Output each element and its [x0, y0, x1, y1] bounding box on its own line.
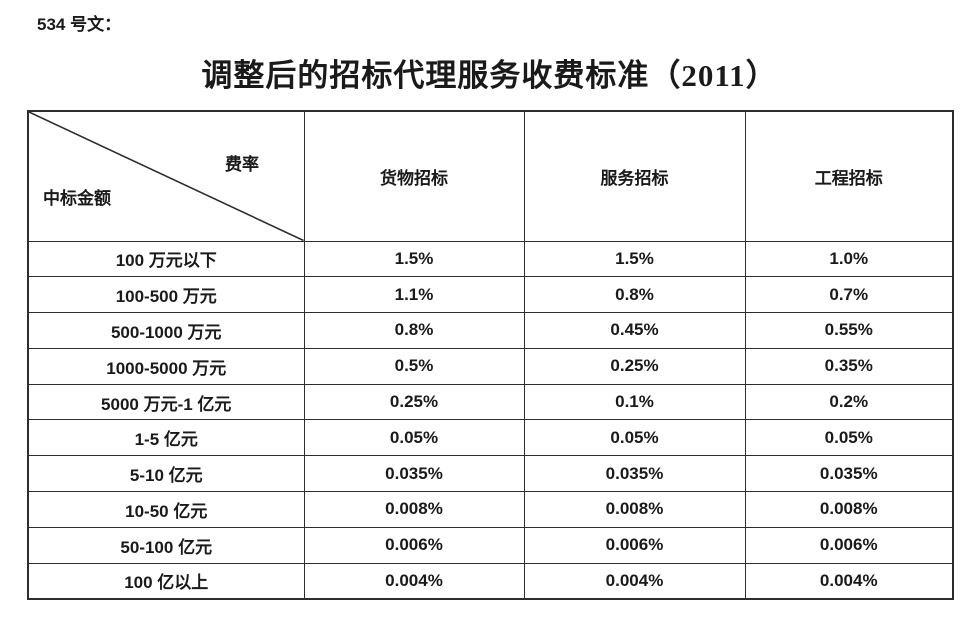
fee-value-cell: 0.035%	[744, 455, 954, 493]
fee-value-cell: 0.25%	[523, 347, 746, 385]
table-row: 5000 万元-1 亿元 0.25% 0.1% 0.2%	[27, 383, 954, 421]
row-label-cell: 5-10 亿元	[27, 455, 305, 493]
diagonal-divider-line	[29, 112, 304, 241]
fee-value-cell: 1.1%	[303, 276, 525, 314]
fee-value-cell: 0.35%	[744, 347, 954, 385]
row-label-cell: 500-1000 万元	[27, 312, 305, 349]
fee-value-cell: 0.006%	[303, 526, 525, 564]
table-row: 5-10 亿元 0.035% 0.035% 0.035%	[27, 455, 954, 493]
fee-value-cell: 0.45%	[523, 312, 746, 349]
fee-value-cell: 1.5%	[303, 240, 525, 278]
fee-value-cell: 0.004%	[303, 562, 525, 600]
fee-value-cell: 0.035%	[523, 455, 746, 493]
row-label-cell: 1-5 亿元	[27, 419, 305, 457]
table-row: 1000-5000 万元 0.5% 0.25% 0.35%	[27, 347, 954, 385]
row-label-cell: 1000-5000 万元	[27, 347, 305, 385]
corner-header-cell: 费率 中标金额	[27, 110, 305, 242]
table-row: 10-50 亿元 0.008% 0.008% 0.008%	[27, 491, 954, 528]
table-row: 100-500 万元 1.1% 0.8% 0.7%	[27, 276, 954, 314]
fee-value-cell: 0.008%	[303, 491, 525, 528]
page-title: 调整后的招标代理服务收费标准（2011）	[201, 58, 778, 93]
row-label-cell: 100 万元以下	[27, 240, 305, 278]
fee-value-cell: 0.006%	[523, 526, 746, 564]
fee-value-cell: 0.008%	[523, 491, 746, 528]
table-row: 100 亿以上 0.004% 0.004% 0.004%	[27, 562, 954, 600]
fee-value-cell: 1.5%	[523, 240, 746, 278]
fee-value-cell: 0.7%	[744, 276, 954, 314]
header-row: 费率 中标金额 货物招标 服务招标 工程招标	[27, 110, 954, 242]
fee-table-body: 100 万元以下 1.5% 1.5% 1.0% 100-500 万元 1.1% 0.8% 0.…	[27, 240, 954, 600]
fee-value-cell: 0.5%	[303, 347, 525, 385]
fee-value-cell: 0.035%	[303, 455, 525, 493]
fee-value-cell: 0.55%	[744, 312, 954, 349]
column-header-goods: 货物招标	[303, 110, 525, 242]
fee-value-cell: 0.004%	[523, 562, 746, 600]
fee-value-cell: 0.8%	[303, 312, 525, 349]
row-label-cell: 10-50 亿元	[27, 491, 305, 528]
fee-value-cell: 0.05%	[523, 419, 746, 457]
fee-value-cell: 0.008%	[744, 491, 954, 528]
fee-value-cell: 0.05%	[744, 419, 954, 457]
fee-value-cell: 0.25%	[303, 383, 525, 421]
row-label-cell: 50-100 亿元	[27, 526, 305, 564]
fee-value-cell: 0.006%	[744, 526, 954, 564]
row-label-cell: 100 亿以上	[27, 562, 305, 600]
row-label-cell: 5000 万元-1 亿元	[27, 383, 305, 421]
table-row: 100 万元以下 1.5% 1.5% 1.0%	[27, 240, 954, 278]
fee-rate-table: 费率 中标金额 货物招标 服务招标 工程招标 100 万元以下 1.5% 1.5% 1…	[27, 110, 954, 600]
doc-number-label: 534 号文：	[37, 15, 122, 34]
corner-amount-label: 中标金额	[43, 189, 111, 208]
fee-value-cell: 0.8%	[523, 276, 746, 314]
column-header-services: 服务招标	[523, 110, 746, 242]
table-row: 50-100 亿元 0.006% 0.006% 0.006%	[27, 526, 954, 564]
table-row: 1-5 亿元 0.05% 0.05% 0.05%	[27, 419, 954, 457]
fee-value-cell: 0.05%	[303, 419, 525, 457]
row-label-cell: 100-500 万元	[27, 276, 305, 314]
fee-value-cell: 0.004%	[744, 562, 954, 600]
corner-rate-label: 费率	[225, 155, 259, 174]
column-header-engineering: 工程招标	[744, 110, 954, 242]
fee-table-header: 费率 中标金额 货物招标 服务招标 工程招标	[27, 110, 954, 242]
fee-value-cell: 0.2%	[744, 383, 954, 421]
fee-value-cell: 0.1%	[523, 383, 746, 421]
fee-value-cell: 1.0%	[744, 240, 954, 278]
table-row: 500-1000 万元 0.8% 0.45% 0.55%	[27, 312, 954, 349]
